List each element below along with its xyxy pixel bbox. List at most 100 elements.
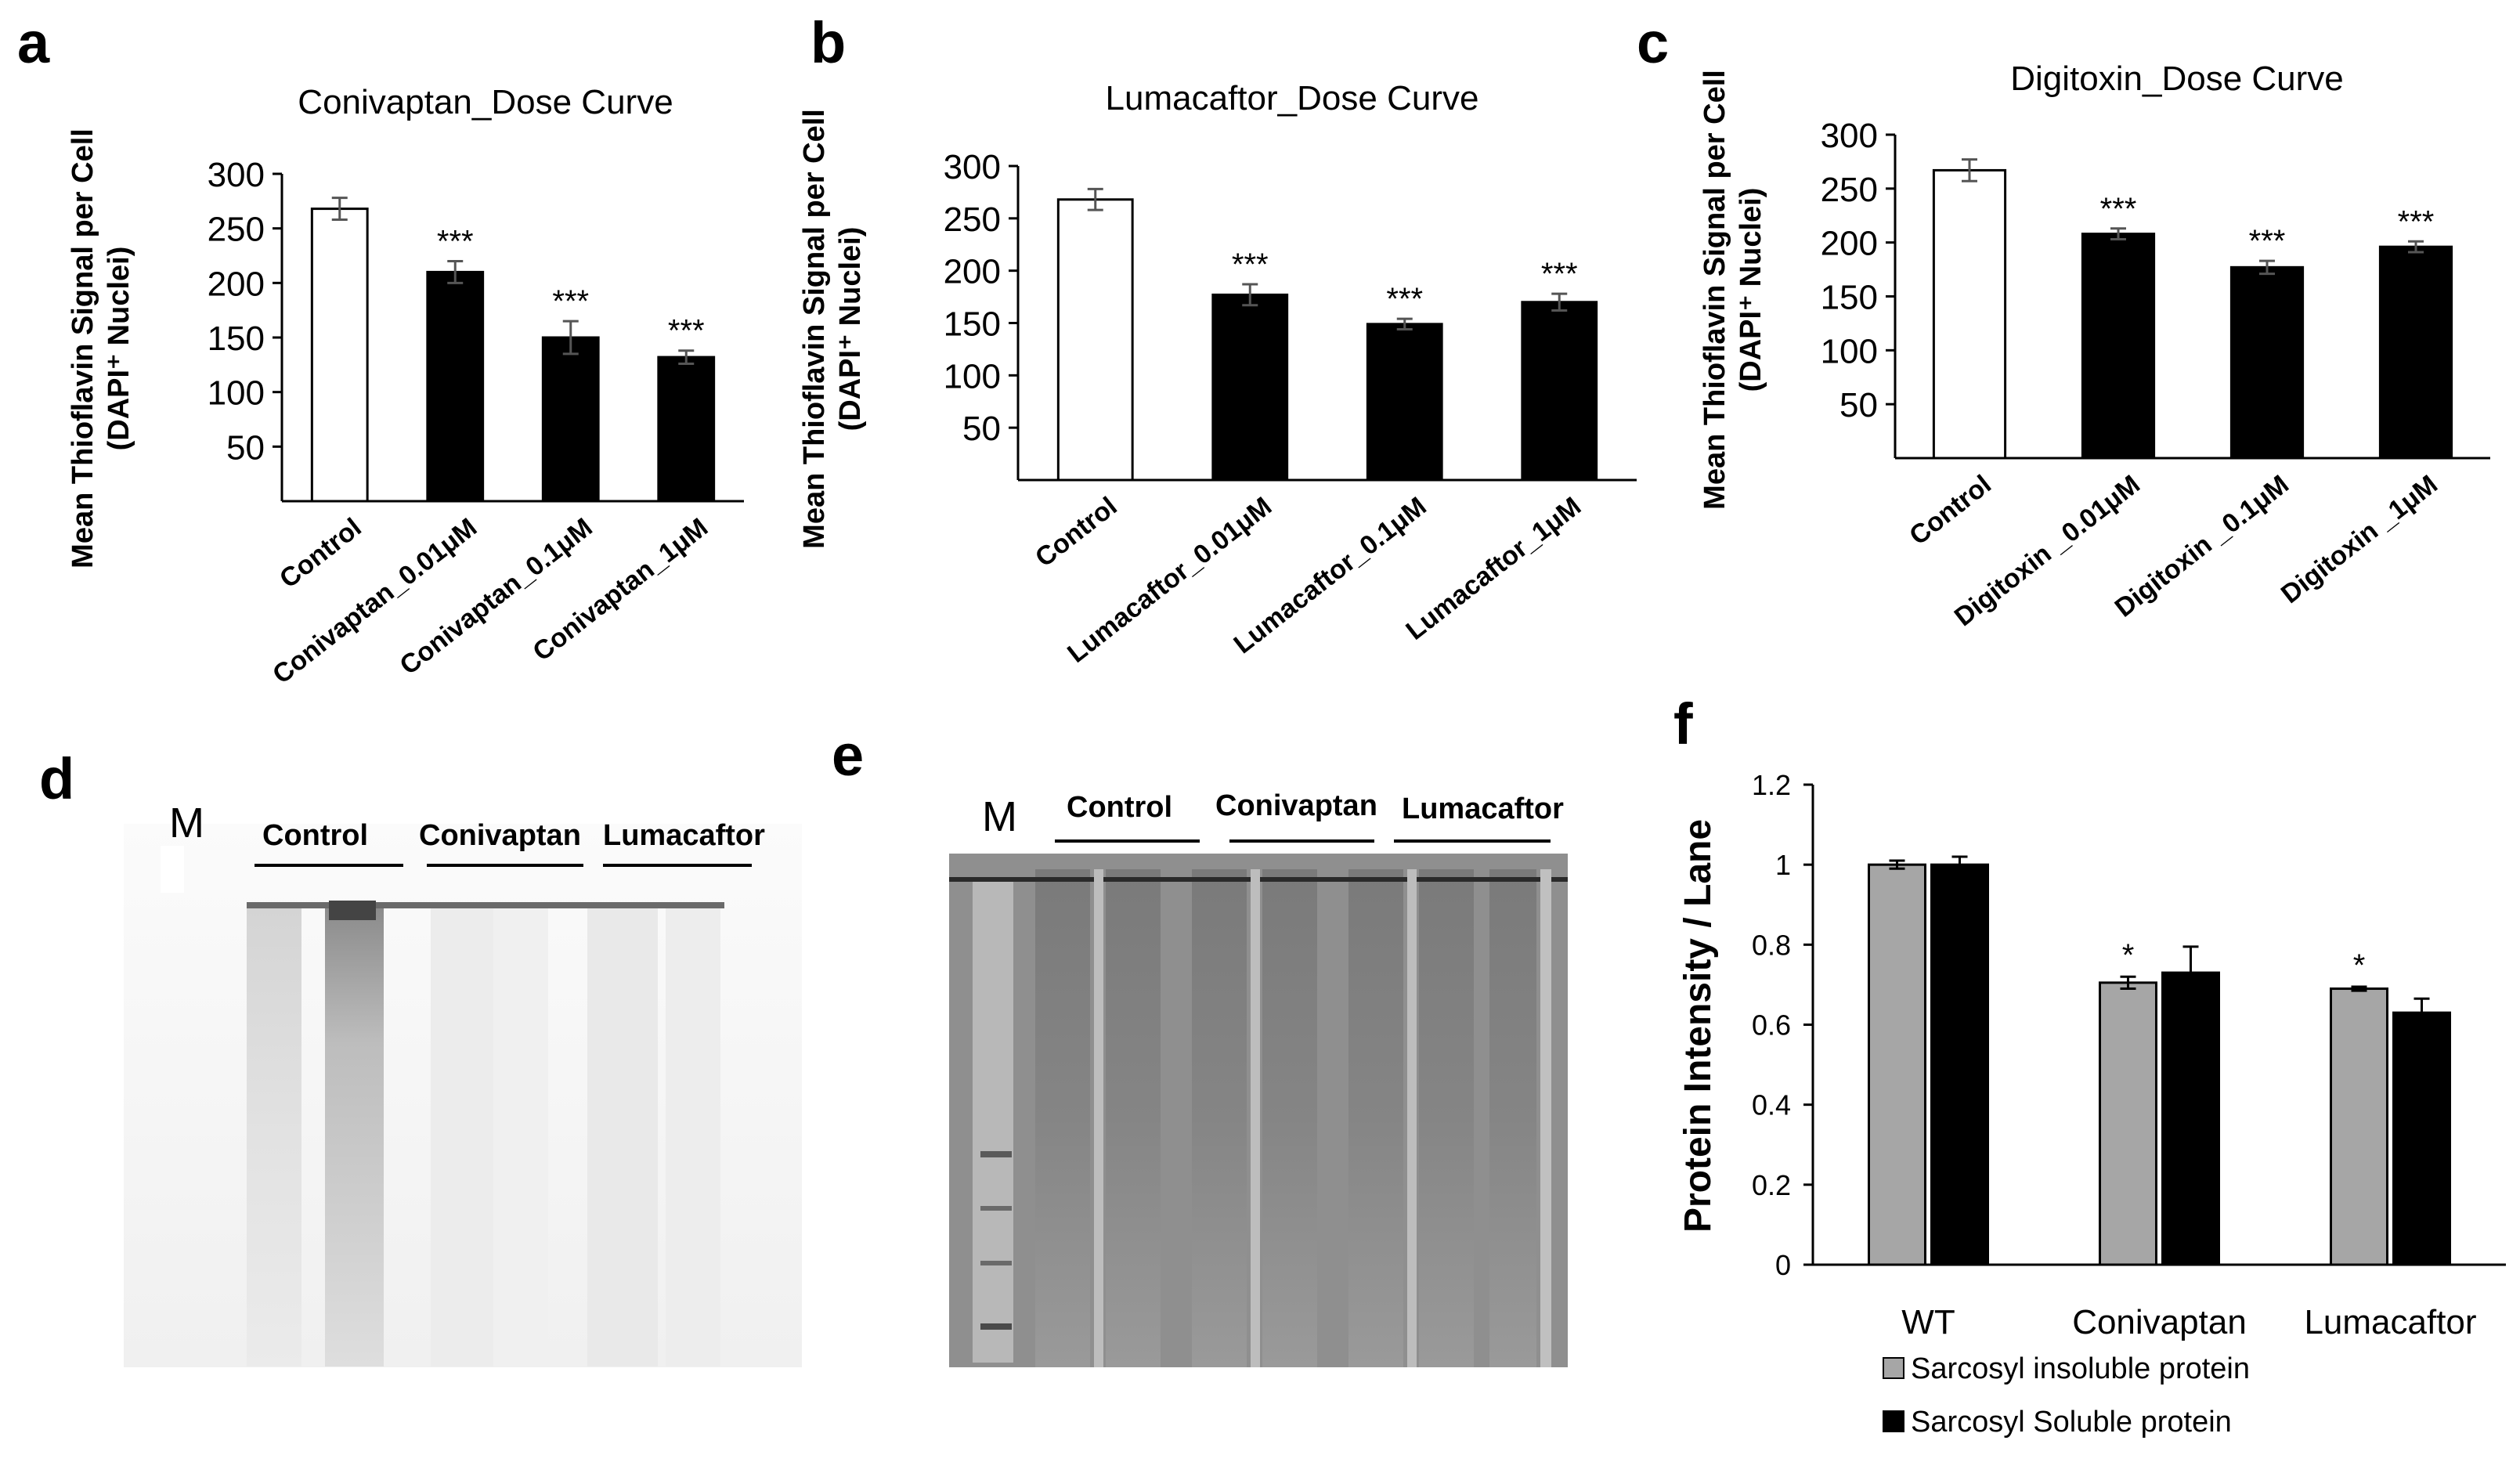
legend-label: Sarcosyl Soluble protein xyxy=(1911,1406,2232,1439)
significance-label: *** xyxy=(2249,224,2286,258)
chart-c: Digitoxin_Dose Curve 50 100 150 200 250 300 Con… xyxy=(1699,60,2490,632)
y-axis-label: Mean Thioflavin Signal per Cell xyxy=(67,128,99,569)
chart-f: 0 0.2 0.4 0.6 0.8 1 1.2 WT * Conivaptan * Lumacafto… xyxy=(1677,769,2506,1439)
gel-d-group-label: Lumacaftor xyxy=(603,819,765,852)
y-tick-label: 200 xyxy=(1821,225,1878,263)
y-tick-label: 50 xyxy=(226,428,265,467)
y-tick-label: 100 xyxy=(1821,332,1878,370)
y-tick-label: 200 xyxy=(944,253,1001,291)
y-tick-label: 300 xyxy=(944,148,1001,186)
y-tick-label: 0.4 xyxy=(1752,1089,1791,1121)
gel-e-group-line xyxy=(1394,839,1551,843)
y-axis-label-sub: (DAPI⁺ Nuclei) xyxy=(834,227,867,431)
gel-d-marker: M xyxy=(169,800,204,847)
significance-label: *** xyxy=(1386,282,1423,316)
significance-label: *** xyxy=(1541,257,1578,291)
y-tick-label: 250 xyxy=(944,200,1001,239)
bar xyxy=(1056,198,1134,482)
chart-title: Conivaptan_Dose Curve xyxy=(298,83,673,121)
gel-image-d xyxy=(124,824,802,1367)
gel-d-group-line xyxy=(255,864,403,867)
gel-image-e xyxy=(949,854,1568,1367)
chart-b: Lumacaftor_Dose Curve 50 100 150 200 250 300 Co… xyxy=(798,79,1637,669)
y-tick-label: 250 xyxy=(1821,171,1878,209)
x-tick-label: Lumacaftor xyxy=(2304,1303,2476,1341)
y-axis-label: Mean Thioflavin Signal per Cell xyxy=(1699,70,1731,510)
y-tick-label: 100 xyxy=(944,357,1001,395)
bar xyxy=(1521,301,1598,482)
chart-a: Conivaptan_Dose Curve 50 100 150 200 250 300 Co… xyxy=(67,83,744,690)
panel-letter-c: c xyxy=(1637,10,1670,75)
y-tick-label: 50 xyxy=(1839,386,1878,424)
significance-label: *** xyxy=(668,314,705,348)
y-tick-label: 300 xyxy=(208,156,265,194)
significance-label: * xyxy=(2353,948,2366,983)
x-tick-label: Conivaptan xyxy=(2072,1303,2247,1341)
y-tick-label: 150 xyxy=(944,305,1001,344)
y-tick-label: 0 xyxy=(1775,1249,1791,1281)
bar xyxy=(1932,168,2007,460)
y-tick-label: 150 xyxy=(208,320,265,358)
y-axis-label-sub: (DAPI⁺ Nuclei) xyxy=(1735,188,1767,392)
bar xyxy=(1930,863,1989,1266)
y-tick-label: 1.2 xyxy=(1752,769,1791,801)
bar xyxy=(1211,293,1289,482)
bar xyxy=(2330,987,2388,1266)
y-tick-label: 0.6 xyxy=(1752,1009,1791,1042)
bar xyxy=(310,208,369,503)
gel-d-group-label: Conivaptan xyxy=(419,819,581,852)
gel-e-group-line xyxy=(1229,839,1374,843)
significance-label: *** xyxy=(2100,192,2137,226)
gel-d-group-label: Control xyxy=(262,819,369,852)
x-tick-label: Control xyxy=(1904,469,1997,551)
y-tick-label: 0.8 xyxy=(1752,929,1791,961)
y-tick-label: 50 xyxy=(962,410,1001,448)
legend-label: Sarcosyl insoluble protein xyxy=(1911,1352,2250,1385)
gel-d-group-line xyxy=(603,864,752,867)
y-tick-label: 250 xyxy=(208,211,265,249)
bar xyxy=(2161,971,2220,1266)
x-tick-label: WT xyxy=(1901,1303,1955,1341)
significance-label: *** xyxy=(2398,204,2435,239)
gel-e-group-label: Control xyxy=(1067,791,1173,824)
x-tick-label: Conivaptan_0.1μM xyxy=(395,512,598,681)
bar xyxy=(1868,863,1926,1266)
significance-label: *** xyxy=(1232,247,1269,282)
gel-e-marker: M xyxy=(982,793,1017,840)
panel-letter-e: e xyxy=(832,723,865,788)
y-tick-label: 200 xyxy=(208,265,265,303)
bar xyxy=(2229,265,2305,460)
panel-letter-a: a xyxy=(17,10,50,75)
x-tick-label: Digitoxin _1μM xyxy=(2276,469,2443,609)
legend-swatch xyxy=(1883,1410,1904,1432)
panel-letter-b: b xyxy=(811,10,847,75)
bar xyxy=(426,270,485,503)
y-tick-label: 100 xyxy=(208,374,265,413)
panel-letter-f: f xyxy=(1673,691,1693,756)
y-axis-label: Protein Intensity / Lane xyxy=(1677,819,1719,1233)
y-tick-label: 150 xyxy=(1821,279,1878,317)
x-tick-label: Conivaptan_0.01μM xyxy=(267,512,482,690)
gel-e-group-line xyxy=(1055,839,1200,843)
bar xyxy=(1366,323,1443,482)
bar xyxy=(541,336,600,503)
significance-label: *** xyxy=(552,284,589,319)
bar xyxy=(2081,233,2156,460)
bar xyxy=(657,356,716,503)
bar xyxy=(2099,981,2157,1266)
y-tick-label: 0.2 xyxy=(1752,1169,1791,1201)
x-tick-label: Control xyxy=(274,512,367,594)
x-tick-label: Control xyxy=(1030,491,1123,572)
y-tick-label: 300 xyxy=(1821,117,1878,155)
gel-e-group-label: Conivaptan xyxy=(1215,789,1377,822)
significance-label: *** xyxy=(437,224,474,258)
y-axis-label: Mean Thioflavin Signal per Cell xyxy=(798,109,831,549)
y-axis-label-sub: (DAPI⁺ Nuclei) xyxy=(103,247,135,451)
y-tick-label: 1 xyxy=(1775,849,1791,881)
gel-e-group-label: Lumacaftor xyxy=(1402,792,1564,825)
significance-label: * xyxy=(2122,938,2135,973)
bar xyxy=(2392,1011,2451,1266)
legend-swatch xyxy=(1883,1357,1904,1379)
bar xyxy=(2378,245,2453,460)
panel-letter-d: d xyxy=(39,746,75,811)
